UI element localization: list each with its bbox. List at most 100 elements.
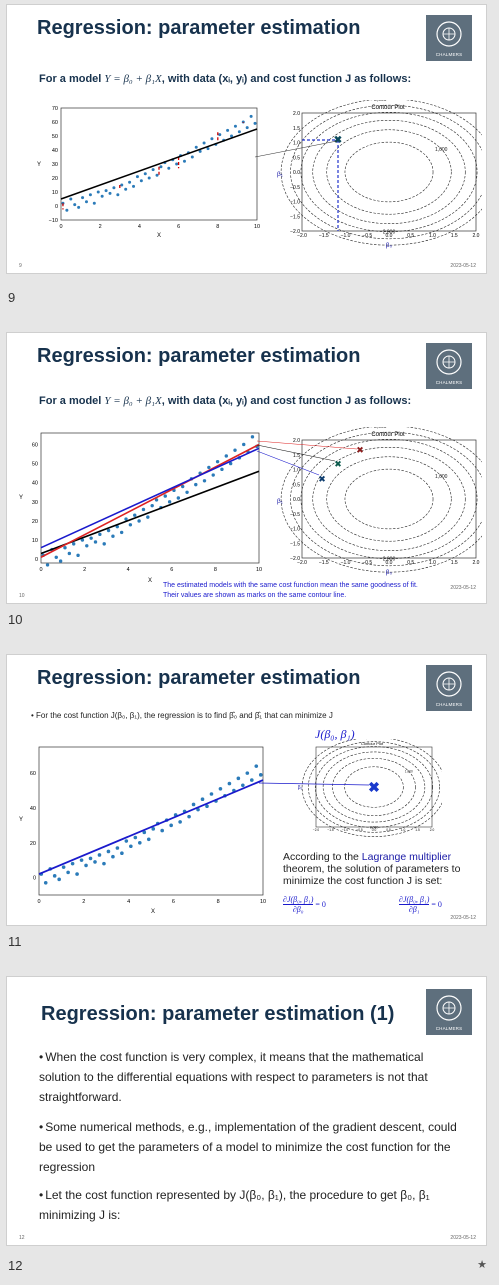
y-tick-label: 50 [52, 134, 58, 140]
contour-x-tick: −0.5 [362, 560, 372, 566]
y-ticks: 0 10 20 30 40 50 60 [32, 442, 38, 563]
eq2-denominator: ∂β₁ [399, 904, 430, 914]
x-tick-label: 6 [172, 899, 175, 905]
contour-plot: Contour Plot 1,000 2,000 3,000 −2.0 −1.5 −1.… [277, 427, 482, 576]
subtitle: For a model Y = β₀ + β₁X, with data (xᵢ,… [39, 73, 411, 85]
data-point [128, 180, 132, 184]
data-point [218, 133, 222, 137]
x-tick-label: 8 [217, 899, 220, 905]
data-point [84, 200, 88, 204]
data-point [104, 189, 108, 193]
contour-y-tick: 0.0 [293, 170, 300, 176]
x-tick-label: 10 [256, 567, 262, 573]
y-ticks: −10 0 10 20 30 40 50 60 70 [49, 106, 58, 224]
slide-number-12: 12 [8, 1258, 23, 1273]
contour-x-tick: 0.5 [386, 828, 391, 832]
data-point [119, 530, 124, 535]
data-point [209, 792, 214, 796]
x-tick-label: 2 [83, 567, 86, 573]
data-point [120, 183, 124, 187]
data-point [218, 786, 223, 791]
contour-level-label: 2,000 [383, 229, 396, 235]
contour-level-label: 3,000 [374, 100, 387, 103]
data-point [128, 523, 133, 527]
x-tick-label: 8 [216, 224, 219, 230]
residual-lines [62, 122, 244, 210]
star-icon[interactable]: ★ [477, 1259, 487, 1271]
data-point [115, 846, 120, 850]
subtitle-post: , with data (xᵢ, yᵢ) and cost function J… [161, 395, 412, 407]
contour-y-tick: −1.5 [290, 541, 300, 547]
contour-y-tick: −2.0 [290, 556, 300, 562]
data-point [116, 193, 120, 197]
data-point [215, 459, 220, 464]
x-axis-label: X [157, 233, 161, 239]
contour-x-tick: −2.0 [297, 560, 307, 566]
data-point [187, 814, 191, 819]
data-point [66, 870, 70, 875]
data-point [228, 461, 233, 466]
bullet-2-text: Some numerical methods, e.g., implementa… [39, 1120, 457, 1174]
contour-y-ticks: 2.0 1.5 1.0 0.5 0.0 −0.5 −1.0 −1.5 −2.0 [290, 438, 300, 562]
contour-line [314, 746, 434, 828]
note-line-2: Their values are shown as marks on the s… [163, 592, 347, 599]
data-point [135, 175, 139, 179]
contour-line [344, 141, 434, 203]
data-point [45, 563, 50, 567]
y-tick-label: 30 [32, 500, 38, 506]
logo-text: CHALMERS [435, 380, 463, 385]
data-point [210, 137, 214, 141]
slide-number-11: 11 [8, 934, 22, 949]
data-point [236, 776, 241, 781]
lagrange-link[interactable]: Lagrange multiplier [361, 851, 452, 863]
data-point [163, 494, 167, 498]
footer-number: 10 [19, 593, 25, 599]
data-point [249, 114, 253, 118]
y-tick-label: 50 [32, 462, 38, 468]
x-ticks: 0 2 4 6 8 10 [59, 224, 260, 230]
contour-x-tick: 2.0 [473, 560, 480, 566]
contour-title: Contour Plot [371, 105, 405, 111]
x-tick-label: 6 [177, 224, 180, 230]
marker-black-estimate: ✖ [334, 459, 342, 469]
eq1-denominator: ∂β₀ [283, 904, 314, 914]
y-axis-label: Y [37, 162, 41, 168]
contour-level-label: 2,000 [383, 556, 396, 562]
data-point [202, 141, 206, 145]
data-point [146, 515, 150, 519]
contour-line [300, 111, 478, 233]
contour-frame [315, 746, 433, 828]
contour-y-tick: −1.5 [290, 214, 300, 220]
contour-line [290, 104, 482, 240]
slide-10[interactable]: Regression: parameter estimation CHALMER… [6, 332, 487, 604]
data-point [75, 872, 79, 876]
data-point [133, 835, 138, 840]
lagrange-post: theorem, the solution of parameters to m… [283, 863, 461, 887]
data-point [159, 165, 163, 169]
x-tick-label: 2 [99, 224, 102, 230]
scatter-plot: 0 10 20 30 40 50 60 0 2 4 6 8 10 X Y [19, 432, 262, 584]
slide-9[interactable]: Regression: parameter estimation CHALMER… [6, 4, 487, 274]
data-point [151, 827, 156, 831]
data-point [93, 860, 97, 864]
contour-x-label: β₀ [386, 242, 393, 249]
fit-line [60, 128, 258, 200]
footer-date: 2023-05-12 [450, 263, 476, 269]
data-point [202, 479, 207, 483]
slide-11[interactable]: Regression: parameter estimation CHALMER… [6, 654, 487, 926]
y-tick-label: −10 [49, 218, 58, 224]
subtitle-model: Y = β₀ + β₁X [104, 73, 162, 85]
y-tick-label: 30 [52, 162, 58, 168]
cost-function-label: J(β₀, β₁) [315, 727, 355, 741]
data-point [72, 542, 76, 546]
data-point [211, 473, 215, 477]
x-tick-label: 0 [37, 899, 40, 905]
subtitle-post: , with data (xᵢ, yᵢ) and cost function J… [161, 73, 412, 85]
crest-icon [436, 349, 462, 375]
scatter-plot: 0 20 40 60 0 2 4 6 8 10 X Y [19, 746, 266, 915]
contour-line [344, 468, 434, 530]
data-point [111, 534, 115, 538]
contour-x-tick: −1.0 [342, 828, 349, 832]
slide-12[interactable]: Regression: parameter estimation (1) CHA… [6, 976, 487, 1246]
